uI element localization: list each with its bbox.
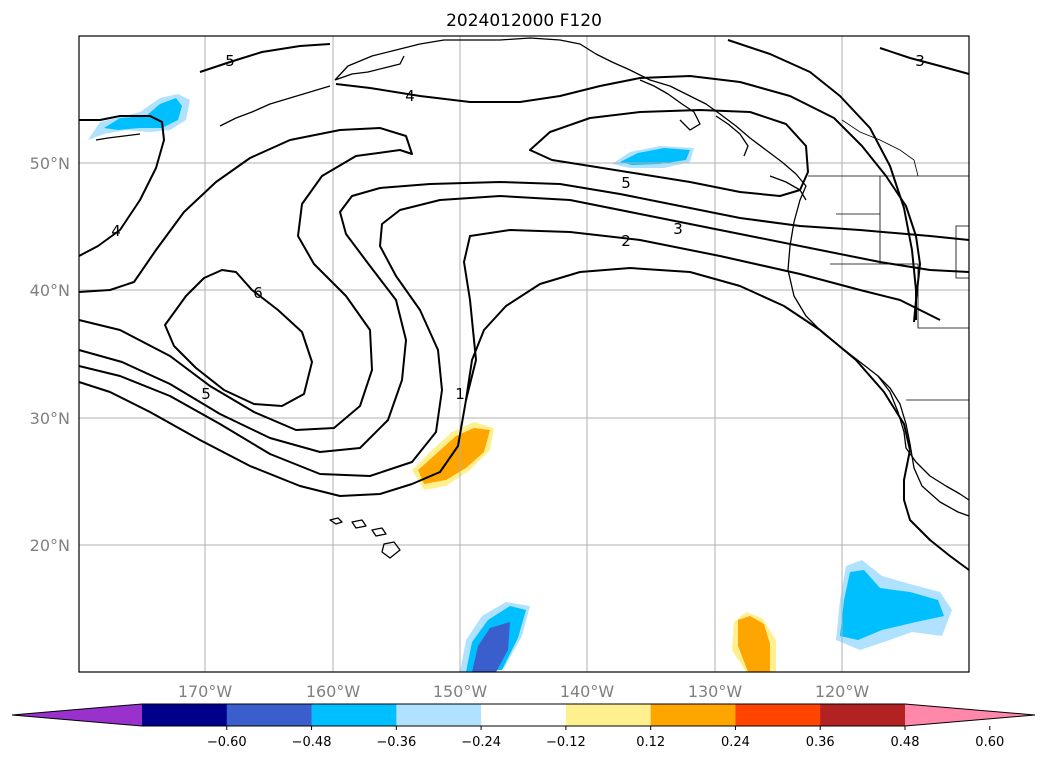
colorbar-tick-label: 0.48 — [891, 735, 920, 750]
contour-3-northeast — [727, 39, 917, 320]
coastlines — [95, 37, 970, 559]
coastline-big-island — [381, 541, 401, 559]
contour-4-west — [78, 115, 165, 257]
shade-pos-moderate-south — [738, 616, 770, 672]
graticule — [79, 36, 969, 672]
contour-2-west — [78, 381, 413, 497]
contour-5-top — [199, 43, 331, 73]
colorbar-extend-max — [905, 704, 1035, 726]
contour-label-3-right: 3 — [915, 52, 925, 70]
border-western-states — [879, 176, 969, 329]
lon-label-130w: 130°W — [688, 682, 743, 701]
contour-6-closed — [164, 269, 313, 407]
coastline-oahu — [351, 519, 367, 529]
shaded-anomalies — [88, 94, 952, 672]
contour-label-6-center: 6 — [253, 284, 263, 302]
colorbar-outline — [11, 703, 1036, 727]
contour-3-top-right — [879, 47, 970, 75]
lat-label-20n: 20°N — [30, 536, 70, 555]
contour-label-5-mid: 5 — [621, 174, 631, 192]
shade-neg-moderate-se — [840, 570, 944, 640]
shade-neg-strong-south — [472, 622, 510, 672]
longitude-labels: 170°W 160°W 150°W 140°W 130°W 120°W — [178, 682, 870, 701]
map-background — [79, 36, 969, 672]
map-title: 2024012000 F120 — [446, 11, 602, 31]
colorbar-tick-label: −0.60 — [207, 735, 247, 750]
colorbar-segment — [311, 704, 397, 726]
shade-pos-moderate-central — [418, 428, 490, 484]
coastline-haida-gwaii — [715, 115, 749, 157]
lon-label-150w: 150°W — [433, 682, 488, 701]
colorbar-tick-label: 0.12 — [636, 735, 665, 750]
colorbar-tick-label: −0.24 — [461, 735, 501, 750]
colorbar-segment — [481, 704, 567, 726]
contour-label-4-top: 4 — [405, 87, 415, 105]
contour-lines — [78, 39, 970, 571]
coastline-maui — [371, 527, 387, 537]
contour-2 — [463, 229, 941, 401]
contour-4-inner — [78, 181, 970, 453]
coastline-alaska-peninsula — [334, 55, 405, 81]
colorbar-segment — [650, 704, 736, 726]
contour-label-2-mid: 2 — [621, 232, 631, 250]
contour-label-4-left: 4 — [111, 222, 121, 240]
colorbar: −0.60 −0.48 −0.36 −0.24 −0.12 0.12 0.24 0.36 0.4… — [11, 703, 1036, 750]
contour-3 — [78, 195, 970, 477]
contour-4-top — [335, 75, 921, 323]
coastline-kauai — [329, 517, 343, 525]
colorbar-tick-label: 0.36 — [806, 735, 835, 750]
colorbar-tick-label: −0.12 — [546, 735, 586, 750]
map-panel: 5 4 3 4 6 5 5 3 2 1 — [78, 35, 970, 673]
lon-label-160w: 160°W — [306, 682, 361, 701]
contour-label-1-mid: 1 — [455, 385, 465, 403]
colorbar-tick-label: 0.60 — [975, 735, 1004, 750]
lat-label-40n: 40°N — [30, 281, 70, 300]
coastline-north-america — [334, 37, 970, 517]
coastline-vancouver-island — [769, 175, 807, 201]
colorbar-tick-label: 0.24 — [721, 735, 750, 750]
colorbar-tick-label: −0.48 — [292, 735, 332, 750]
contour-label-group: 5 4 3 4 6 5 5 3 2 1 — [111, 52, 925, 403]
map-frame — [78, 35, 970, 673]
colorbar-segment — [142, 704, 228, 726]
border-bc-interior — [841, 119, 919, 177]
colorbar-segment — [396, 704, 482, 726]
lat-label-50n: 50°N — [30, 154, 70, 173]
coastline-baja-california — [877, 375, 970, 501]
contour-5-loop — [78, 127, 413, 431]
lon-label-140w: 140°W — [560, 682, 615, 701]
latitude-labels: 50°N 40°N 30°N 20°N — [30, 154, 70, 555]
political-borders — [808, 119, 970, 401]
colorbar-tick-label: −0.36 — [376, 735, 416, 750]
contour-label-5-top: 5 — [225, 52, 235, 70]
contour-label-5-left: 5 — [201, 385, 211, 403]
colorbar-segment — [820, 704, 906, 726]
coastline-western-aleutians — [95, 133, 141, 141]
colorbar-extend-min — [12, 704, 142, 726]
contour-1 — [411, 267, 970, 571]
colorbar-segment — [735, 704, 821, 726]
colorbar-segment — [226, 704, 313, 726]
lat-label-30n: 30°N — [30, 409, 70, 428]
coastline-aleutian-chain — [219, 85, 331, 127]
colorbar-segment — [565, 704, 652, 726]
shade-neg-moderate-goa — [620, 148, 690, 165]
lon-label-170w: 170°W — [178, 682, 233, 701]
contour-label-3-mid: 3 — [673, 220, 683, 238]
lon-label-120w: 120°W — [815, 682, 870, 701]
coastline-se-alaska-islands — [639, 79, 701, 131]
contour-5-goa — [529, 109, 809, 197]
